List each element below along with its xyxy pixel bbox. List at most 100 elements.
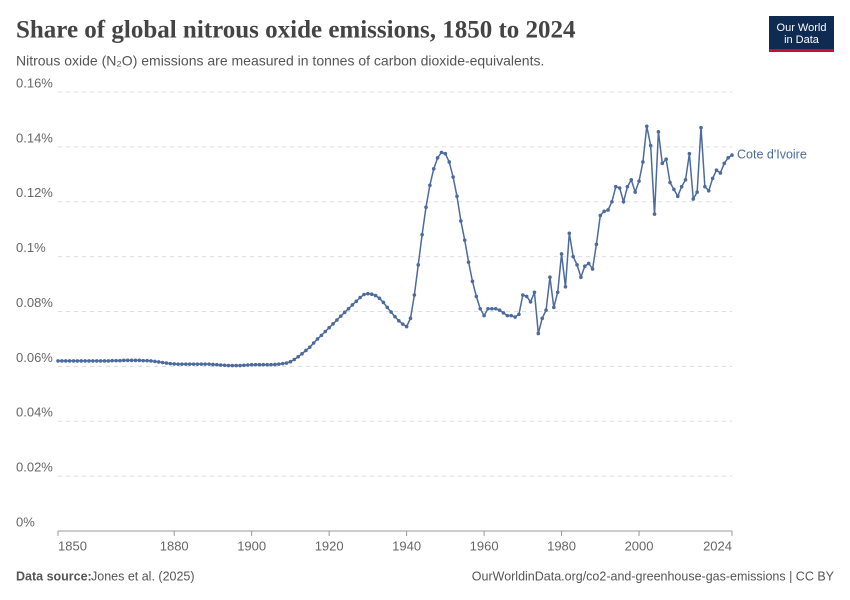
data-point	[300, 351, 304, 356]
data-point	[362, 292, 366, 297]
data-point	[342, 310, 347, 315]
data-point	[532, 290, 537, 295]
data-point	[501, 311, 506, 315]
data-point	[625, 184, 630, 189]
data-point	[656, 129, 661, 134]
data-point	[664, 157, 668, 162]
data-point	[675, 194, 680, 199]
data-point	[110, 358, 115, 363]
data-point	[633, 190, 637, 194]
logo-bar	[769, 49, 834, 52]
data-point	[118, 358, 122, 363]
data-point	[490, 306, 494, 311]
x-tick-label: 1850	[58, 538, 87, 553]
y-tick-label: 0.04%	[16, 405, 53, 420]
data-point	[521, 293, 525, 297]
data-point	[695, 190, 699, 194]
data-point	[56, 359, 60, 363]
data-point	[598, 213, 603, 218]
data-point	[563, 285, 568, 289]
data-point	[435, 156, 440, 160]
data-point	[687, 151, 692, 156]
data-point	[273, 362, 277, 367]
data-point	[540, 316, 544, 321]
data-point	[176, 362, 180, 366]
data-point	[261, 362, 266, 367]
data-point	[424, 205, 428, 210]
data-point	[195, 362, 200, 366]
y-tick-label: 0.1%	[16, 240, 46, 255]
data-point	[443, 151, 448, 156]
data-point	[722, 161, 727, 166]
data-point	[265, 362, 269, 367]
data-point	[304, 348, 308, 353]
data-point	[606, 208, 610, 212]
data-point	[346, 306, 351, 311]
x-tick-label: 1960	[470, 538, 499, 553]
data-point	[478, 306, 483, 311]
data-point	[621, 199, 626, 204]
data-point	[211, 362, 215, 367]
data-point	[505, 313, 510, 318]
data-point	[726, 156, 730, 160]
data-point	[331, 322, 335, 326]
data-point	[579, 275, 583, 280]
data-point	[397, 319, 401, 323]
data-point	[451, 175, 455, 179]
data-point	[180, 362, 184, 366]
data-point	[706, 188, 711, 193]
data-point	[602, 209, 606, 214]
data-point	[71, 359, 76, 363]
data-point	[218, 363, 223, 367]
data-point	[249, 362, 254, 367]
x-tick-label: 1900	[237, 538, 266, 553]
data-point	[350, 303, 355, 307]
data-point	[129, 358, 134, 363]
data-point	[641, 160, 645, 164]
data-point	[575, 263, 579, 267]
data-point	[590, 267, 595, 271]
y-tick-label: 0.02%	[16, 460, 53, 475]
data-point	[335, 318, 339, 322]
x-tick-label: 1920	[315, 538, 344, 553]
data-point	[75, 359, 80, 363]
data-point	[215, 362, 219, 367]
data-point	[354, 299, 359, 304]
data-point	[323, 329, 328, 334]
data-point	[153, 359, 157, 364]
data-point	[567, 231, 572, 236]
data-point	[246, 363, 250, 367]
data-point	[164, 361, 169, 365]
data-point	[416, 263, 421, 267]
data-point	[552, 305, 556, 310]
data-point	[672, 187, 676, 192]
data-point	[528, 300, 533, 304]
data-point	[710, 176, 715, 181]
data-point	[106, 359, 111, 363]
y-tick-label: 0.12%	[16, 185, 53, 200]
data-point	[610, 199, 614, 204]
data-point	[60, 359, 64, 363]
data-point	[292, 357, 297, 362]
data-point	[400, 322, 405, 326]
data-point	[555, 290, 560, 295]
data-point	[637, 179, 641, 183]
data-point	[160, 360, 165, 365]
data-point	[238, 363, 242, 368]
series-label: Cote d'Ivoire	[737, 147, 807, 161]
x-tick-label: 2000	[625, 538, 654, 553]
data-point	[125, 358, 130, 363]
data-point	[431, 167, 436, 171]
data-point	[493, 306, 498, 311]
data-point	[447, 160, 452, 164]
data-point	[497, 308, 502, 312]
data-point	[617, 186, 622, 190]
data-point	[257, 362, 262, 367]
data-point	[439, 150, 444, 155]
data-point	[373, 293, 378, 298]
data-point	[470, 279, 475, 284]
data-point	[660, 161, 665, 166]
url: OurWorldinData.org/co2-and-greenhouse-ga…	[472, 569, 835, 583]
chart-subtitle: Nitrous oxide (N₂O) emissions are measur…	[16, 53, 544, 69]
